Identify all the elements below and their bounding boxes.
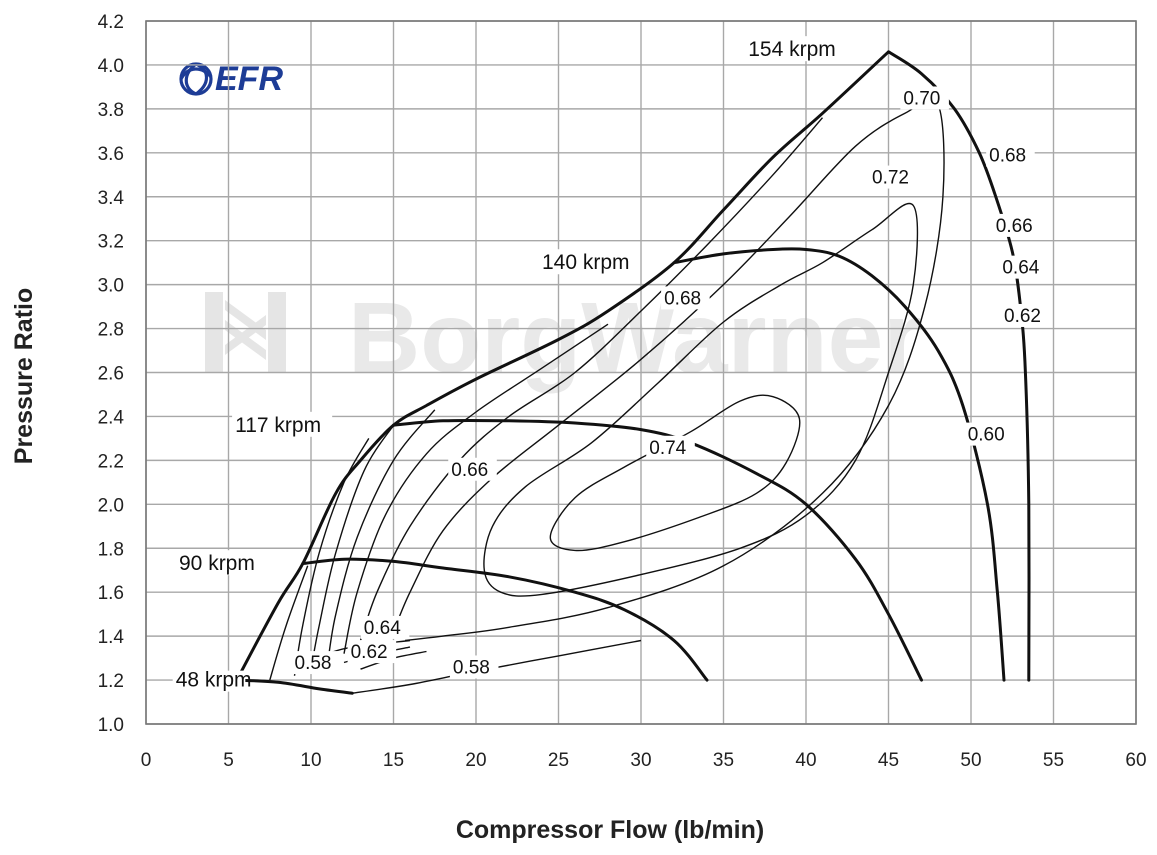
x-tick-label: 55 (1043, 750, 1064, 771)
efficiency-island-line (483, 202, 919, 597)
x-tick-label: 50 (960, 750, 981, 771)
speed-line-label: 117 krpm (235, 414, 321, 437)
efficiency-label-background (661, 286, 710, 310)
turbine-swirl-icon (179, 62, 213, 96)
efficiency-island-line (343, 323, 609, 654)
plot-frame (145, 20, 1137, 725)
y-tick-label: 3.6 (98, 144, 124, 165)
speed-line-label: 90 krpm (179, 552, 255, 575)
efficiency-label: 0.62 (351, 642, 388, 663)
efficiency-label-background (360, 615, 410, 639)
y-tick-label: 1.0 (98, 715, 124, 736)
y-tick-label: 1.2 (98, 671, 124, 692)
x-tick-label: 25 (548, 750, 569, 771)
x-tick-label: 30 (630, 750, 651, 771)
y-tick-label: 2.2 (98, 451, 124, 472)
efficiency-label: 0.64 (1002, 258, 1039, 279)
x-tick-label: 15 (383, 750, 404, 771)
y-tick-label: 1.8 (98, 539, 124, 560)
efficiency-label-background (646, 435, 695, 459)
efficiency-label-background (291, 651, 341, 675)
y-tick-label: 2.8 (98, 320, 124, 341)
efficiency-label: 0.68 (989, 146, 1026, 167)
efr-logo: EFR (179, 60, 283, 98)
x-tick-label: 20 (465, 750, 486, 771)
speed-line-label-background (172, 670, 246, 692)
surge-line (235, 50, 890, 681)
efficiency-label: 0.74 (649, 438, 686, 459)
efficiency-label-background (869, 165, 918, 189)
x-tick-label: 45 (878, 750, 899, 771)
efficiency-label-background (1001, 303, 1050, 327)
efficiency-label: 0.68 (664, 288, 701, 309)
efficiency-island-line (549, 394, 801, 552)
speed-line (235, 678, 354, 695)
efficiency-label: 0.60 (968, 425, 1005, 446)
efficiency-label-background (964, 422, 1014, 446)
y-tick-label: 4.2 (98, 12, 124, 33)
efficiency-island-line (326, 409, 436, 665)
x-axis-title: Compressor Flow (lb/min) (456, 816, 764, 844)
y-tick-label: 1.4 (98, 627, 125, 648)
x-tick-label: 40 (795, 750, 816, 771)
speed-line-label-background (232, 411, 333, 437)
x-tick-label: 5 (223, 750, 234, 771)
y-tick-label: 1.6 (98, 583, 124, 604)
y-tick-label: 2.4 (98, 407, 125, 428)
speed-line-label-background (745, 36, 846, 62)
curve-labels: 48 krpm 90 krpm 117 krpm 140 krpm 154 krpm 0.… (172, 36, 1050, 692)
efficiency-label-background (347, 640, 397, 664)
efficiency-label-background (999, 255, 1048, 279)
efficiency-label: 0.72 (872, 168, 909, 189)
y-tick-label: 2.0 (98, 495, 124, 516)
speed-line (672, 247, 1006, 682)
x-tick-label: 35 (713, 750, 734, 771)
x-tick-label: 60 (1125, 750, 1146, 771)
efficiency-label: 0.66 (451, 460, 488, 481)
y-tick-label: 3.2 (98, 232, 124, 253)
efficiency-island-line (293, 438, 370, 676)
efficiency-island-line (269, 565, 309, 681)
efficiency-island-line (310, 424, 395, 670)
watermark-text: BorgWarner (348, 282, 922, 394)
efficiency-label: 0.58 (453, 657, 490, 678)
efficiency-island-line (359, 117, 824, 641)
watermark: BorgWarner (205, 282, 922, 394)
efficiency-label: 0.66 (996, 216, 1033, 237)
efficiency-label: 0.64 (364, 618, 401, 639)
efficiency-label-background (448, 457, 497, 481)
efficiency-label-background (992, 213, 1042, 237)
grid (145, 20, 1137, 725)
y-tick-label: 2.6 (98, 364, 124, 385)
logo-text: EFR (215, 60, 283, 98)
efficiency-label-background (900, 86, 949, 110)
speed-line-label: 48 krpm (176, 669, 252, 692)
speed-line-label-background (539, 249, 640, 275)
y-tick-label: 4.0 (98, 56, 124, 77)
speed-line (301, 557, 709, 682)
y-axis-title: Pressure Ratio (10, 288, 38, 464)
y-tick-labels: 1.0 1.2 1.4 1.6 1.8 2.0 2.2 2.4 2.6 2.8 3.0 3.2 3.4 3… (98, 12, 125, 736)
y-tick-label: 3.4 (98, 188, 125, 209)
efficiency-label-background (986, 143, 1035, 167)
speed-line-label: 154 krpm (748, 38, 836, 61)
x-tick-label: 10 (300, 750, 321, 771)
efficiency-label-background (449, 655, 499, 679)
speed-line-label: 140 krpm (542, 251, 630, 274)
y-tick-label: 3.8 (98, 100, 124, 121)
y-tick-label: 3.0 (98, 276, 124, 297)
efficiency-label: 0.58 (295, 653, 332, 674)
efficiency-label: 0.62 (1004, 306, 1041, 327)
borgwarner-emblem-icon (205, 292, 286, 372)
speed-line-label-background (176, 550, 265, 576)
efficiency-label: 0.70 (903, 88, 940, 109)
x-tick-label: 0 (141, 750, 152, 771)
x-tick-labels: 0 5 10 15 20 25 30 35 40 45 50 55 60 (141, 750, 1147, 771)
